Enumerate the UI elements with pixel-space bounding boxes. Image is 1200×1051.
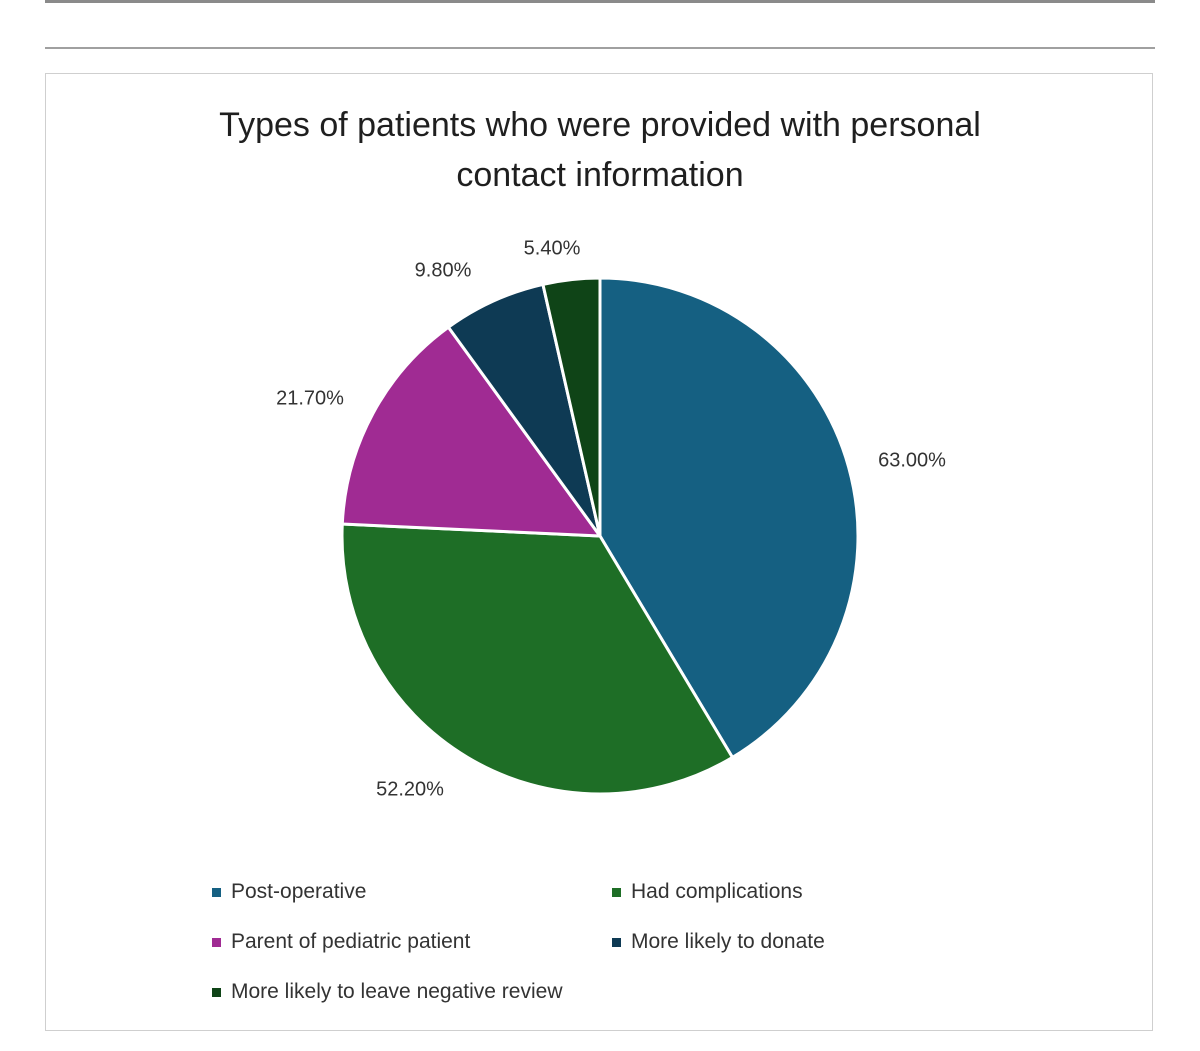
chart-title: Types of patients who were provided with… bbox=[0, 100, 1200, 200]
legend-item: Parent of pediatric patient bbox=[212, 930, 470, 954]
chart-title-line-1: Types of patients who were provided with… bbox=[219, 106, 981, 144]
data-label: 9.80% bbox=[415, 259, 472, 281]
legend-item: Post-operative bbox=[212, 880, 366, 904]
top-divider bbox=[45, 0, 1155, 3]
pie-slice-post-operative bbox=[598, 276, 860, 759]
legend-label: Post-operative bbox=[231, 880, 367, 903]
legend-label: More likely to donate bbox=[631, 930, 825, 953]
legend-swatch bbox=[612, 887, 621, 897]
legend-swatch bbox=[612, 937, 621, 947]
pie-slice-had-complications bbox=[340, 522, 734, 796]
data-label: 21.70% bbox=[276, 387, 344, 409]
data-label: 63.00% bbox=[878, 449, 946, 471]
legend-swatch bbox=[212, 887, 221, 897]
pie-slice-more-likely-to-leave-negative-review bbox=[541, 276, 602, 538]
legend-label: More likely to leave negative review bbox=[231, 980, 563, 1003]
data-label: 5.40% bbox=[524, 237, 581, 259]
data-label: 52.20% bbox=[376, 778, 444, 800]
legend-label: Parent of pediatric patient bbox=[231, 930, 471, 953]
legend-swatch bbox=[212, 937, 221, 947]
pie-slice-parent-of-pediatric-patient bbox=[340, 325, 602, 538]
chart-title-line-2: contact information bbox=[456, 156, 744, 194]
legend-item: Had complications bbox=[612, 880, 803, 904]
section-divider bbox=[45, 47, 1155, 49]
legend-label: Had complications bbox=[631, 880, 803, 903]
legend-item: More likely to donate bbox=[612, 930, 825, 954]
legend-item: More likely to leave negative review bbox=[212, 980, 563, 1004]
legend-swatch bbox=[212, 987, 221, 997]
